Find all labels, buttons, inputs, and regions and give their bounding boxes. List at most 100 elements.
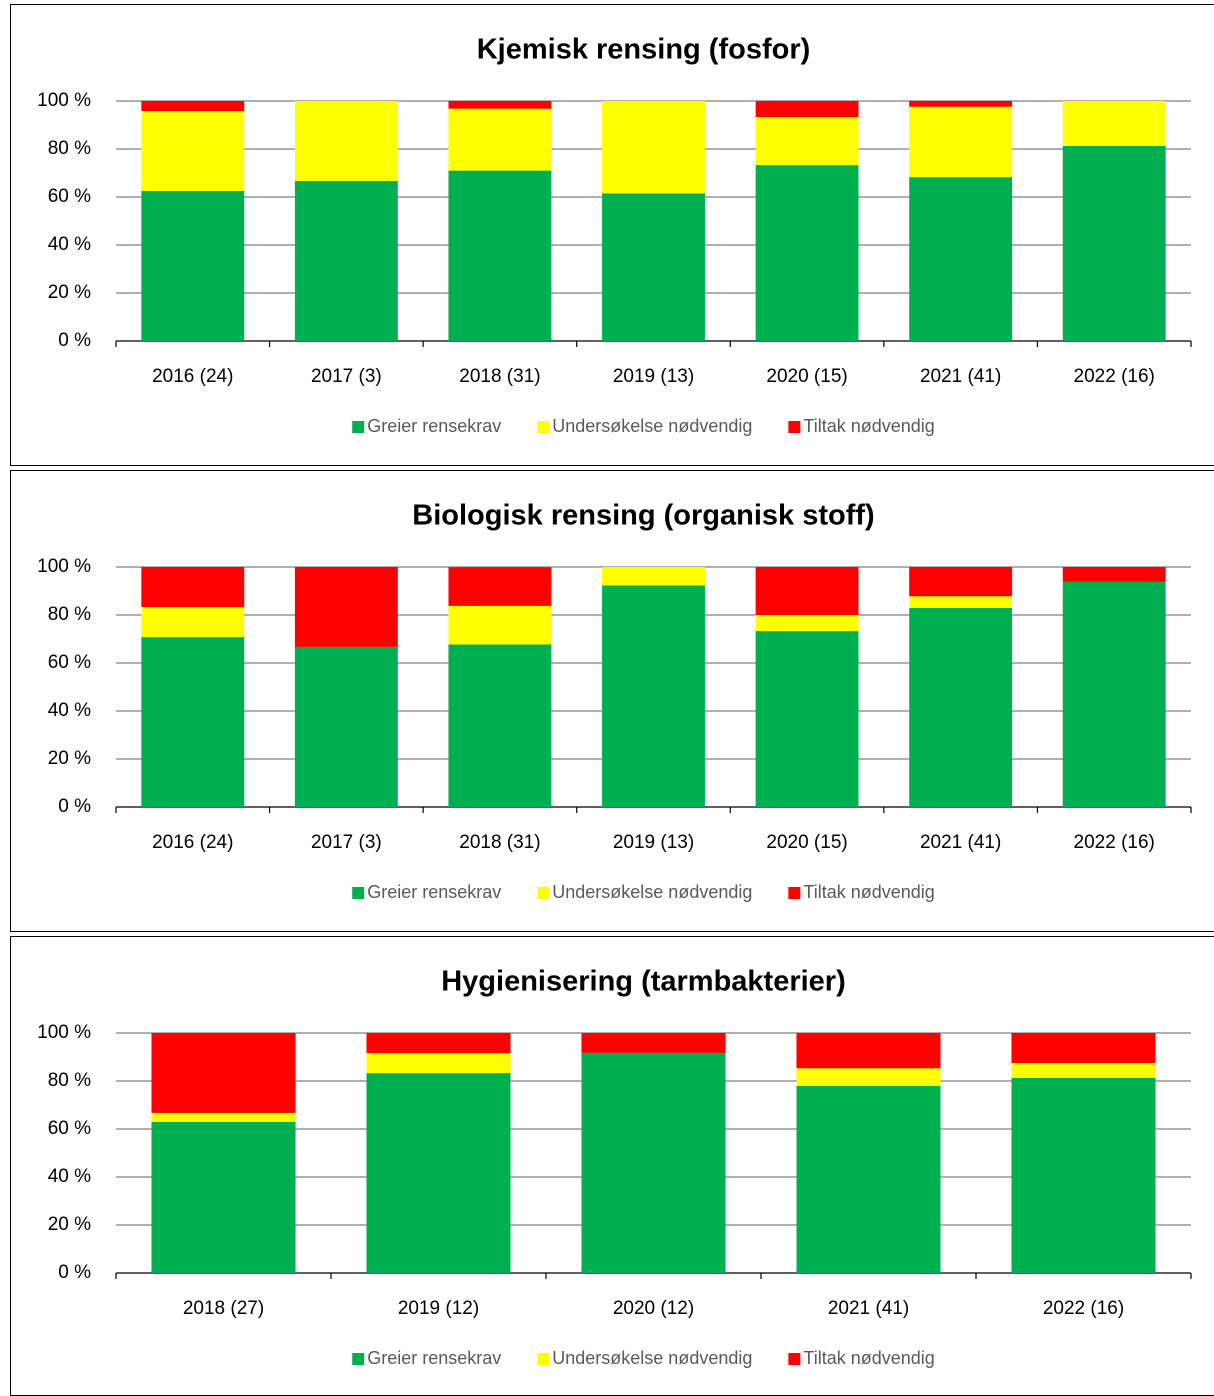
x-tick-label: 2019 (12): [398, 1298, 479, 1319]
y-tick-label: 80 %: [48, 1070, 91, 1091]
x-tick-label: 2021 (41): [828, 1298, 909, 1319]
bar-segment: [909, 567, 1013, 597]
bar-segment: [755, 101, 859, 118]
legend-swatch: [537, 887, 550, 899]
y-tick-label: 100 %: [37, 556, 91, 577]
bar-segment: [366, 1033, 511, 1054]
chart: Hygienisering (tarmbakterier) 0 % 20 % 40 %…: [37, 966, 1192, 1368]
legend-swatch: [537, 421, 550, 433]
bar-segment: [448, 644, 552, 807]
legend-label: Greier rensekrav: [367, 882, 501, 902]
bar-segment: [448, 567, 552, 606]
chart: Biologisk rensing (organisk stoff) 0 % 20 …: [37, 500, 1192, 902]
bar-segment: [755, 615, 859, 632]
bar-segment: [796, 1085, 941, 1273]
bar-segment: [602, 101, 705, 194]
x-tick-label: 2017 (3): [311, 366, 382, 387]
x-tick-label: 2018 (31): [459, 366, 540, 387]
bar-segment: [141, 637, 245, 807]
x-tick-label: 2020 (15): [766, 832, 847, 853]
legend-label: Undersøkelse nødvendig: [552, 1348, 752, 1368]
bar-segment: [294, 567, 398, 647]
legend-label: Greier rensekrav: [367, 1348, 501, 1368]
bar-segment: [1062, 581, 1166, 807]
bar-segment: [602, 567, 705, 586]
legend-swatch: [788, 887, 801, 899]
bar-segment: [141, 567, 245, 608]
bar-segment: [366, 1073, 511, 1273]
y-tick-label: 0 %: [58, 796, 91, 817]
legend-swatch: [352, 1353, 365, 1365]
bar-segment: [448, 108, 552, 171]
bar-segment: [755, 117, 859, 166]
bar-segment: [909, 101, 1013, 107]
y-tick-label: 80 %: [48, 604, 91, 625]
bar-segment: [602, 193, 705, 341]
x-tick-label: 2016 (24): [152, 832, 233, 853]
legend: Greier rensekrav Undersøkelse nødvendig Ti…: [352, 1348, 935, 1368]
y-tick-label: 20 %: [48, 282, 91, 303]
x-tick-label: 2017 (3): [311, 832, 382, 853]
bar-segment: [909, 596, 1013, 609]
y-tick-label: 40 %: [48, 700, 91, 721]
y-tick-label: 100 %: [37, 90, 91, 111]
bar-segment: [909, 177, 1013, 341]
bar-segment: [755, 631, 859, 807]
bar-segment: [602, 585, 705, 807]
x-tick-label: 2020 (12): [613, 1298, 694, 1319]
x-tick-label: 2019 (13): [613, 832, 694, 853]
y-tick-label: 20 %: [48, 1214, 91, 1235]
bar-segment: [141, 101, 245, 112]
bar-segment: [909, 106, 1013, 178]
x-tick-label: 2019 (13): [613, 366, 694, 387]
legend: Greier rensekrav Undersøkelse nødvendig Ti…: [352, 416, 935, 436]
legend-swatch: [788, 421, 801, 433]
bar-segment: [294, 180, 398, 341]
bar-segment: [1011, 1033, 1156, 1063]
bar-segment: [151, 1112, 296, 1122]
x-tick-label: 2021 (41): [920, 366, 1001, 387]
x-tick-label: 2020 (15): [766, 366, 847, 387]
chart-title: Kjemisk rensing (fosfor): [477, 34, 811, 66]
legend-swatch: [352, 421, 365, 433]
x-tick-label: 2022 (16): [1043, 1298, 1124, 1319]
bar-segment: [1062, 101, 1166, 146]
bar-segment: [151, 1121, 296, 1273]
legend-swatch: [788, 1353, 801, 1365]
bar-segment: [448, 170, 552, 341]
x-tick-label: 2016 (24): [152, 366, 233, 387]
legend-label: Tiltak nødvendig: [803, 1348, 934, 1368]
bar-segment: [141, 191, 245, 341]
bar-segment: [581, 1033, 726, 1053]
x-tick-label: 2018 (31): [459, 832, 540, 853]
x-tick-label: 2021 (41): [920, 832, 1001, 853]
bar-segment: [581, 1052, 726, 1273]
y-tick-label: 80 %: [48, 138, 91, 159]
chart-panel: Hygienisering (tarmbakterier) 0 % 20 % 40 %…: [10, 936, 1214, 1396]
y-tick-label: 60 %: [48, 186, 91, 207]
y-tick-label: 40 %: [48, 234, 91, 255]
bar-segment: [796, 1033, 941, 1069]
bar-segment: [1062, 567, 1166, 582]
bar-segment: [909, 608, 1013, 807]
x-tick-label: 2018 (27): [183, 1298, 264, 1319]
bar-segment: [796, 1068, 941, 1086]
bar-segment: [1011, 1077, 1156, 1273]
y-tick-label: 100 %: [37, 1022, 91, 1043]
bar-segment: [755, 567, 859, 615]
bar-segment: [1011, 1063, 1156, 1078]
chart-panel: Kjemisk rensing (fosfor) 0 % 20 % 40 % 60 % 8…: [10, 4, 1214, 466]
bar-segment: [1062, 145, 1166, 341]
legend-label: Undersøkelse nødvendig: [552, 882, 752, 902]
x-tick-label: 2022 (16): [1074, 366, 1155, 387]
legend-label: Undersøkelse nødvendig: [552, 416, 752, 436]
bar-segment: [141, 607, 245, 638]
bar-segment: [141, 111, 245, 191]
legend-label: Tiltak nødvendig: [803, 882, 934, 902]
chart-title: Hygienisering (tarmbakterier): [441, 966, 846, 998]
chart-panel: Biologisk rensing (organisk stoff) 0 % 20 …: [10, 470, 1214, 932]
bar-segment: [448, 605, 552, 645]
legend: Greier rensekrav Undersøkelse nødvendig Ti…: [352, 882, 935, 902]
y-tick-label: 20 %: [48, 748, 91, 769]
legend-swatch: [352, 887, 365, 899]
